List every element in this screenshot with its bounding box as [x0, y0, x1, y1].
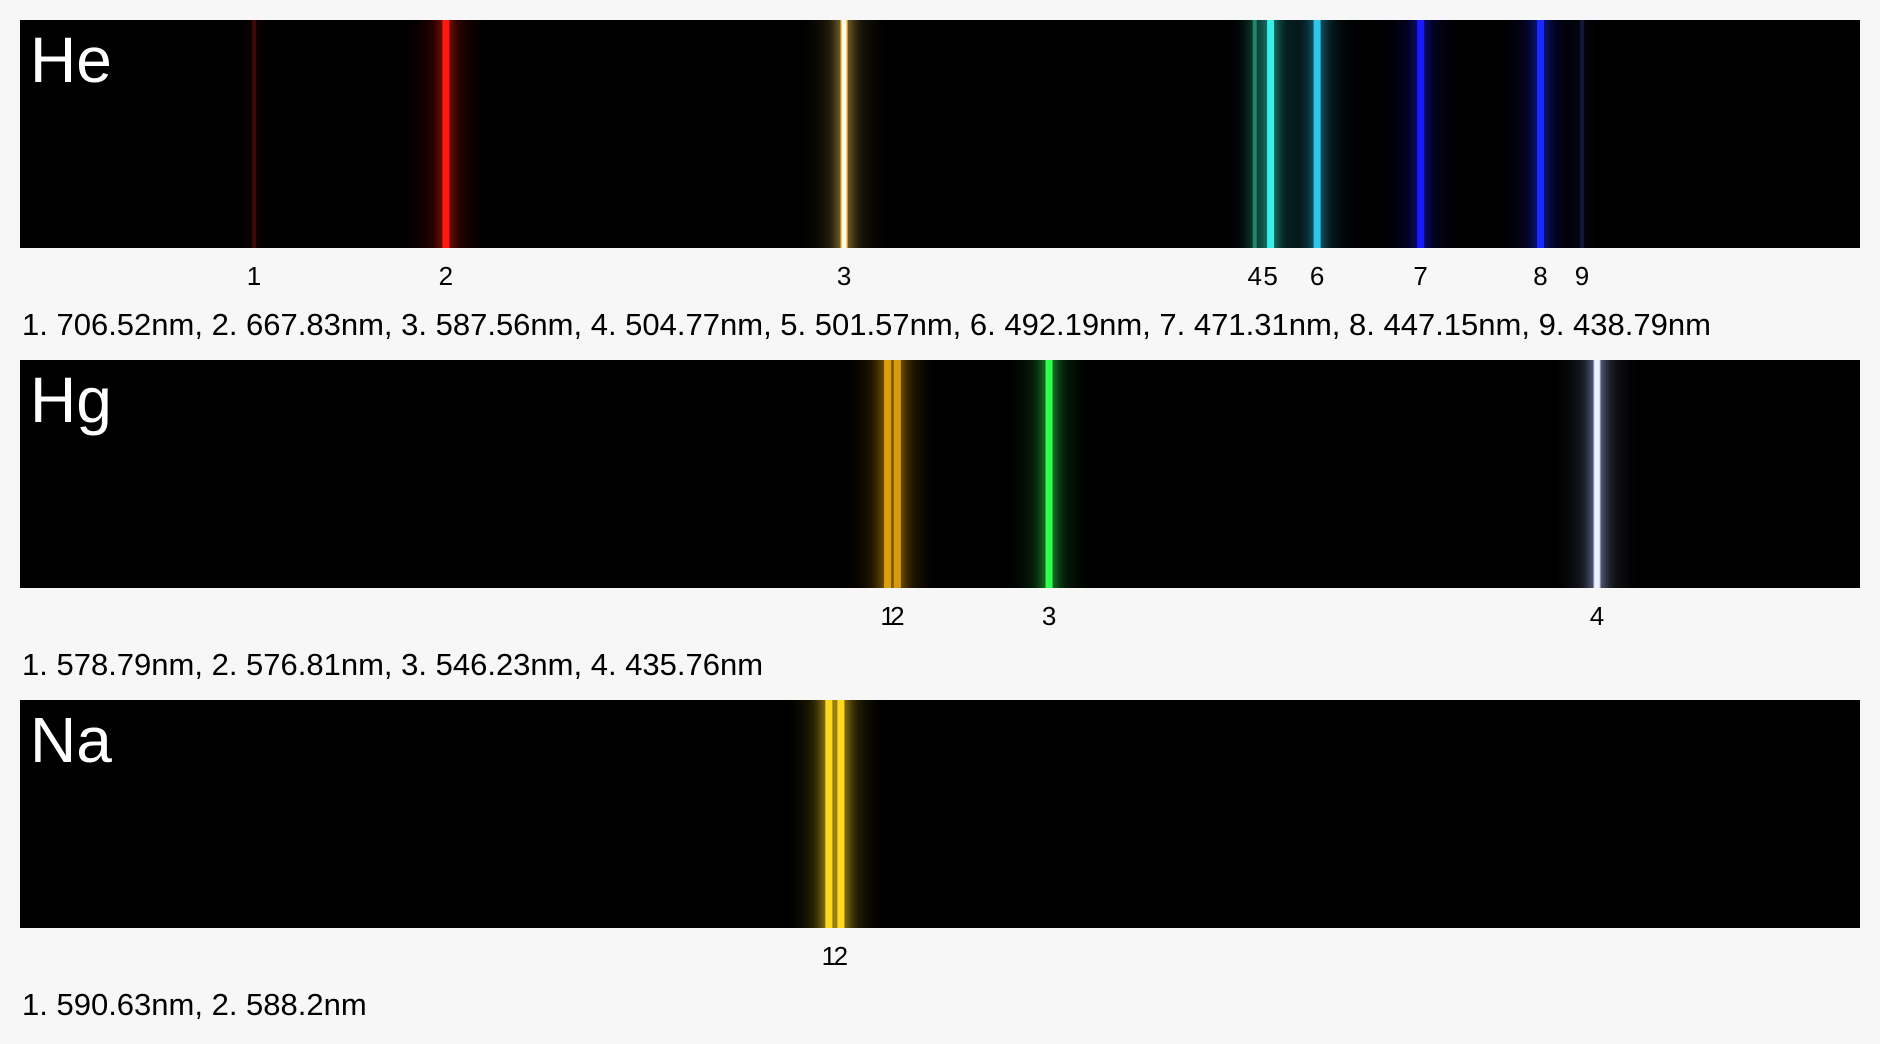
line-number-he-6: 6	[1310, 261, 1324, 291]
spectral-line-hg-4	[1587, 360, 1607, 588]
line-number-hg-1: 1	[880, 601, 894, 631]
spectrum-panel-hg: Hg 12 3 4 1. 578.79nm, 2. 576.81nm, 3. 546.2…	[20, 360, 1860, 682]
line-number-he-3: 3	[837, 261, 851, 291]
spectral-line-he-2	[435, 20, 456, 248]
spectral-line-he-5	[1260, 20, 1281, 248]
line-number-he-5: 5	[1263, 261, 1277, 291]
wavelength-caption-he: 1. 706.52nm, 2. 667.83nm, 3. 587.56nm, 4…	[22, 307, 1711, 342]
spectral-line-hg-2	[887, 360, 908, 588]
spectrum-panel-na: Na 12 1. 590.63nm, 2. 588.2nm	[20, 700, 1860, 1022]
element-label-na: Na	[30, 704, 112, 776]
spectrum-strip-hg	[20, 360, 1860, 588]
wavelength-caption-hg: 1. 578.79nm, 2. 576.81nm, 3. 546.23nm, 4…	[22, 647, 763, 682]
line-number-he-4: 4	[1247, 261, 1261, 291]
spectral-line-he-3	[834, 20, 855, 248]
spectral-line-he-8	[1530, 20, 1551, 248]
spectrum-panel-he: He1 2 3 4 5 6 7 8 91. 706.52nm, 2. 667.83nm, 3. …	[20, 20, 1860, 342]
line-number-he-8: 8	[1533, 261, 1547, 291]
line-number-hg-4: 4	[1590, 601, 1604, 631]
wavelength-caption-na: 1. 590.63nm, 2. 588.2nm	[22, 987, 367, 1022]
spectral-line-he-4	[1249, 20, 1260, 248]
line-number-he-7: 7	[1413, 261, 1427, 291]
spectral-line-he-6	[1307, 20, 1328, 248]
line-number-he-2: 2	[439, 261, 453, 291]
spectral-line-na-2	[830, 700, 851, 928]
line-number-na-2: 2	[834, 941, 848, 971]
line-number-he-9: 9	[1575, 261, 1589, 291]
line-number-na-1: 1	[822, 941, 836, 971]
element-label-hg: Hg	[30, 364, 112, 436]
spectrum-strip-he	[20, 20, 1860, 248]
spectral-line-he-1	[249, 20, 259, 248]
spectral-line-hg-3	[1039, 360, 1060, 588]
spectral-line-he-7	[1410, 20, 1431, 248]
line-number-hg-3: 3	[1042, 601, 1056, 631]
line-number-hg-2: 2	[890, 601, 904, 631]
spectral-line-he-9	[1576, 20, 1587, 248]
spectrum-strip-na	[20, 700, 1860, 928]
line-number-he-1: 1	[247, 261, 261, 291]
element-label-he: He	[30, 24, 112, 96]
